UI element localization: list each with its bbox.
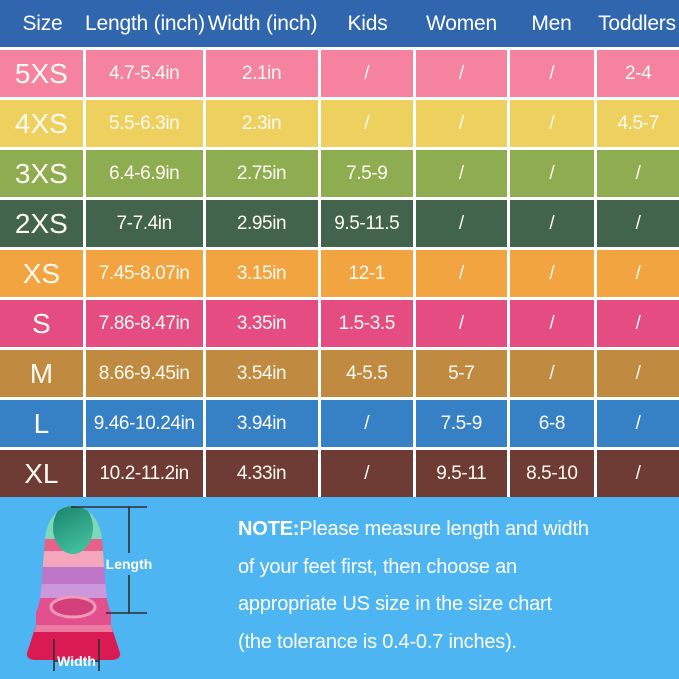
cell-5xs-toddlers: 2-4: [597, 50, 679, 97]
cell-3xs-men: /: [509, 150, 595, 197]
cell-s-kids: 1.5-3.5: [320, 300, 413, 347]
cell-4xs-men: /: [509, 100, 595, 147]
size-label-3xs: 3XS: [0, 150, 83, 197]
cell-4xs-women: /: [415, 100, 507, 147]
cell-xs-women: /: [415, 250, 507, 297]
cell-4xs-length: 5.5-6.3in: [85, 100, 203, 147]
size-label-5xs: 5XS: [0, 50, 83, 97]
cell-l-toddlers: /: [597, 400, 679, 447]
width-label: Width: [57, 653, 96, 669]
fin-blade-highlight: [34, 625, 113, 632]
size-table: Size Length (inch) Width (inch) Kids Wom…: [0, 0, 679, 497]
cell-xs-length: 7.45-8.07in: [85, 250, 203, 297]
fin-illustration: Length Width: [26, 506, 153, 671]
cell-3xs-kids: 7.5-9: [320, 150, 413, 197]
header-length: Length (inch): [85, 11, 205, 35]
cell-l-women: 7.5-9: [415, 400, 507, 447]
cell-m-women: 5-7: [415, 350, 507, 397]
cell-s-width: 3.35in: [205, 300, 318, 347]
fin-blade: [26, 625, 121, 660]
note-line-2: of your feet first, then choose an: [238, 555, 517, 578]
table-row-5xs: 5XS 4.7-5.4in 2.1in / //2-4: [0, 50, 679, 97]
cell-2xs-length: 7-7.4in: [85, 200, 203, 247]
size-label-s: S: [0, 300, 83, 347]
note-line-3: appropriate US size in the size chart: [238, 593, 552, 615]
cell-l-width: 3.94in: [205, 400, 318, 447]
cell-xl-width: 4.33in: [205, 450, 318, 497]
note-line-1: NOTE:Please measure length and width: [238, 511, 670, 549]
cell-4xs-kids: /: [320, 100, 413, 147]
size-label-xl: XL: [0, 450, 83, 497]
cell-xl-kids: /: [320, 450, 413, 497]
cell-m-width: 3.54in: [205, 350, 318, 397]
cell-xl-men: 8.5-10: [509, 450, 595, 497]
header-women: Women: [426, 11, 497, 35]
note-line-4: (the tolerance is 0.4-0.7 inches).: [238, 630, 517, 653]
table-row-xs: XS 7.45-8.07in 3.15in 12-1// /: [0, 250, 679, 297]
table-row-m: M 8.66-9.45in 3.54in 4-5.5 5-7//: [0, 350, 679, 397]
note-text: NOTE:Please measure length and width of …: [238, 511, 670, 661]
cell-3xs-length: 6.4-6.9in: [85, 150, 203, 197]
table-row-2xs: 2XS 7-7.4in 2.95in 9.5-11.5// /: [0, 200, 679, 247]
cell-4xs-width: 2.3in: [205, 100, 318, 147]
size-label-2xs: 2XS: [0, 200, 83, 247]
cell-3xs-women: /: [415, 150, 507, 197]
cell-4xs-toddlers: 4.5-7: [597, 100, 679, 147]
cell-s-men: /: [509, 300, 595, 347]
length-label: Length: [106, 556, 153, 572]
cell-5xs-length: 4.7-5.4in: [85, 50, 203, 97]
header-size: Size: [22, 11, 63, 35]
header-width: Width (inch): [207, 11, 318, 35]
table-row-3xs: 3XS 6.4-6.9in 2.75in 7.5-9// /: [0, 150, 679, 197]
size-label-xs: XS: [0, 250, 83, 297]
header-men: Men: [531, 11, 572, 35]
cell-2xs-women: /: [415, 200, 507, 247]
cell-2xs-kids: 9.5-11.5: [320, 200, 413, 247]
table-row-l: L 9.46-10.24in 3.94in/7.5-9 6-8/: [0, 400, 679, 447]
cell-l-length: 9.46-10.24in: [85, 400, 203, 447]
cell-xs-toddlers: /: [597, 250, 679, 297]
size-label-4xs: 4XS: [0, 100, 83, 147]
table-row-4xs: 4XS 5.5-6.3in 2.3in / //4.5-7: [0, 100, 679, 147]
cell-3xs-width: 2.75in: [205, 150, 318, 197]
cell-s-toddlers: /: [597, 300, 679, 347]
foot-opening: [49, 595, 97, 619]
cell-2xs-width: 2.95in: [205, 200, 318, 247]
cell-l-men: 6-8: [509, 400, 595, 447]
cell-m-kids: 4-5.5: [320, 350, 413, 397]
size-label-m: M: [0, 350, 83, 397]
cell-5xs-kids: /: [320, 50, 413, 97]
cell-5xs-width: 2.1in: [205, 50, 318, 97]
cell-m-toddlers: /: [597, 350, 679, 397]
cell-m-men: /: [509, 350, 595, 397]
cell-5xs-women: /: [415, 50, 507, 97]
cell-xs-kids: 12-1: [320, 250, 413, 297]
table-row-s: S 7.86-8.47in 3.35in 1.5-3.5// /: [0, 300, 679, 347]
cell-xl-toddlers: /: [597, 450, 679, 497]
cell-xs-men: /: [509, 250, 595, 297]
cell-m-length: 8.66-9.45in: [85, 350, 203, 397]
note-line-1-text: Please measure length and width: [299, 518, 589, 540]
cell-2xs-men: /: [509, 200, 595, 247]
cell-l-kids: /: [320, 400, 413, 447]
header-kids: Kids: [347, 11, 388, 35]
size-label-l: L: [0, 400, 83, 447]
cell-3xs-toddlers: /: [597, 150, 679, 197]
note-label: NOTE:: [238, 518, 300, 540]
cell-xs-width: 3.15in: [205, 250, 318, 297]
cell-xl-length: 10.2-11.2in: [85, 450, 203, 497]
table-row-xl: XL 10.2-11.2in 4.33in/9.5-11 8.5-10/: [0, 450, 679, 497]
footer-note-section: Length Width NOTE:Please measure length …: [0, 497, 679, 679]
cell-xl-women: 9.5-11: [415, 450, 507, 497]
cell-s-length: 7.86-8.47in: [85, 300, 203, 347]
cell-s-women: /: [415, 300, 507, 347]
cell-2xs-toddlers: /: [597, 200, 679, 247]
header-toddlers: Toddlers: [598, 11, 676, 35]
cell-5xs-men: /: [509, 50, 595, 97]
table-header-row: Size Length (inch) Width (inch) Kids Wom…: [0, 0, 679, 47]
